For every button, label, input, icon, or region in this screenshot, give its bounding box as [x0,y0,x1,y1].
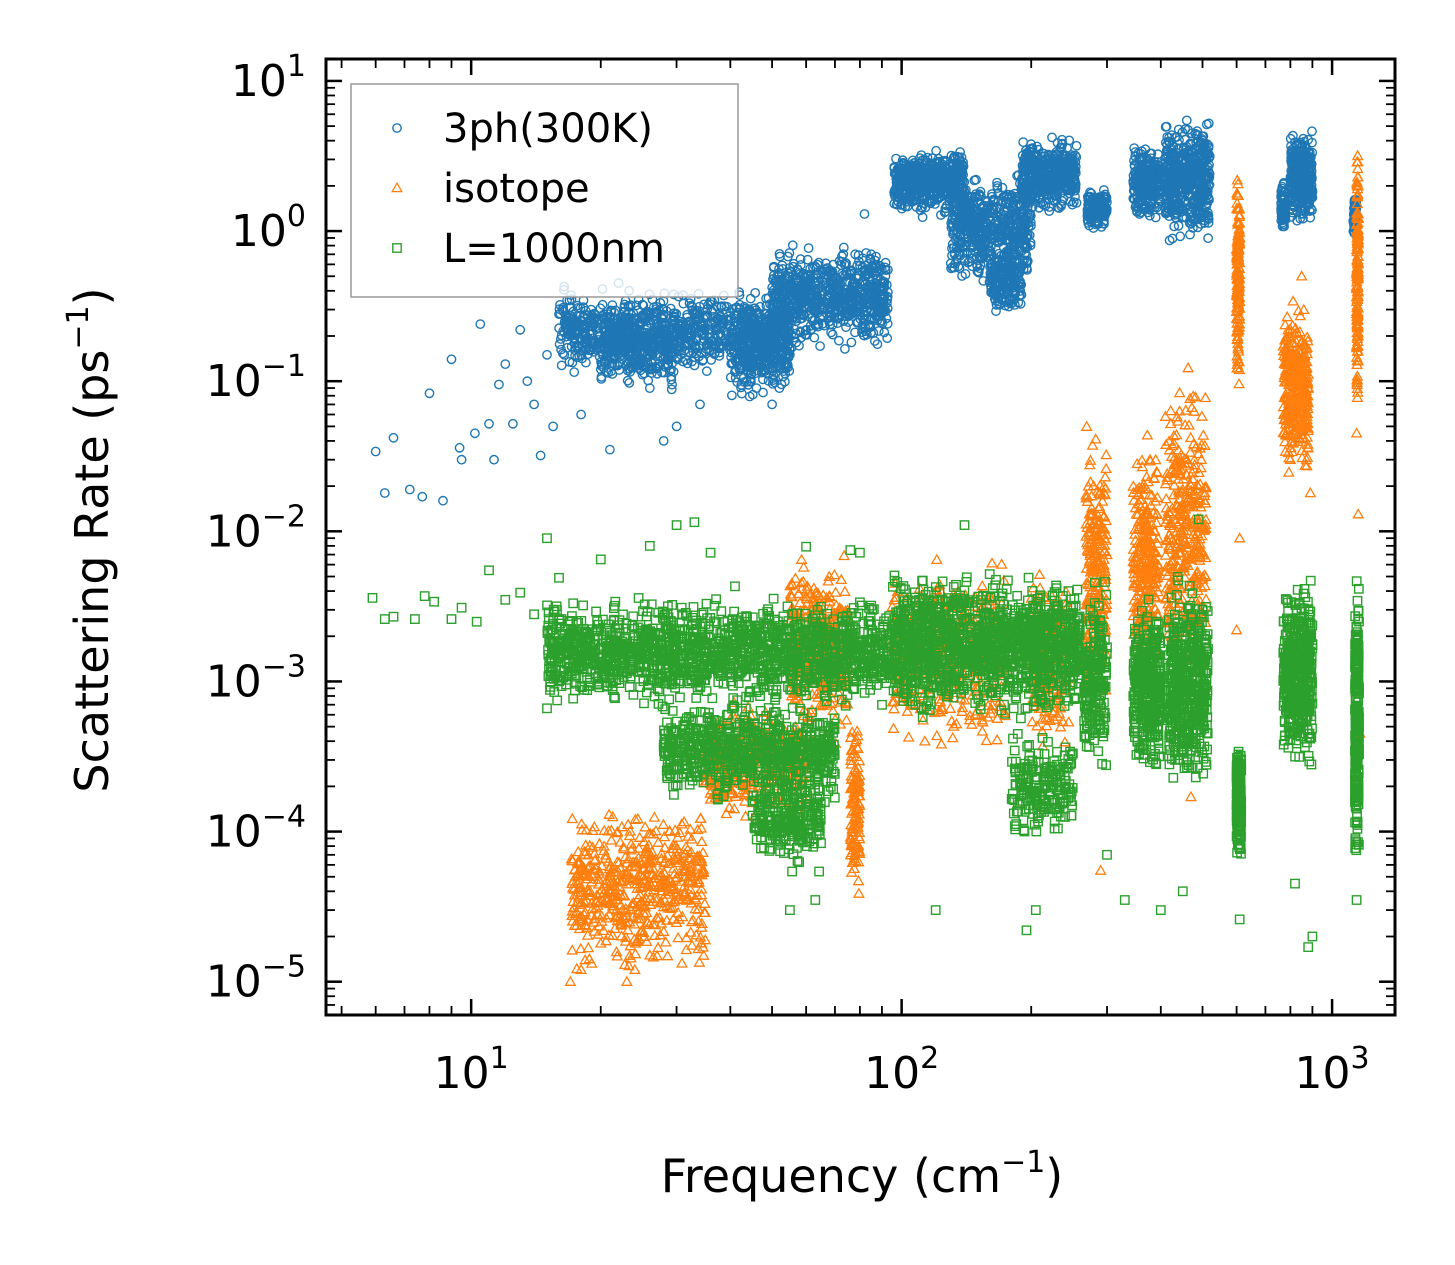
data-point [637,299,648,310]
data-point [577,326,588,337]
data-point [691,333,702,344]
data-point [574,350,585,361]
data-point [569,367,580,377]
data-point [723,311,734,322]
data-point [704,338,714,349]
data-point [569,315,580,326]
data-point [683,340,693,350]
data-point [721,306,732,317]
data-point [703,320,713,330]
data-point [715,340,725,351]
data-point [610,305,621,316]
data-point [581,342,591,353]
data-point [755,301,765,312]
data-point [712,314,722,324]
data-point [689,360,700,371]
data-point [714,350,725,361]
data-point [585,314,596,325]
data-point [572,352,583,363]
data-point [686,318,697,329]
data-point [701,366,712,377]
data-point [595,303,606,314]
data-point [554,339,565,349]
data-point [665,303,676,314]
data-point [570,338,580,349]
data-point [685,335,695,346]
data-point [577,329,588,340]
data-point [566,341,577,352]
data-point [577,353,587,364]
data-point [554,323,564,334]
data-point [706,345,716,356]
data-point [697,355,708,366]
data-point [564,356,575,367]
data-point [560,315,570,325]
data-point [706,336,716,347]
data-point [560,321,571,332]
data-point [609,307,620,318]
data-point [591,321,602,332]
series-layer [367,115,1366,986]
data-point [684,298,695,308]
data-point [702,304,713,314]
data-point [718,318,729,329]
data-point [719,301,730,312]
data-point [556,360,567,371]
